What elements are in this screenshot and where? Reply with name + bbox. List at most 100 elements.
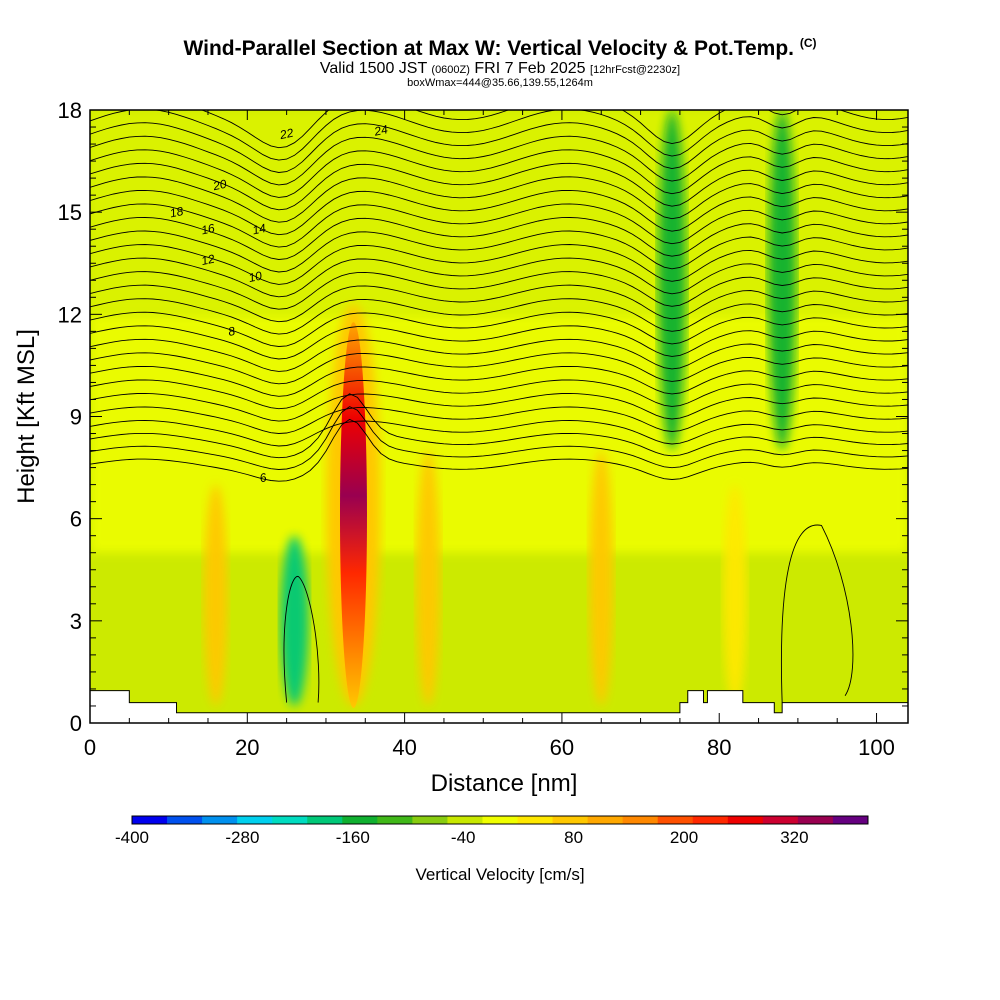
w-feature-7 [768,110,797,451]
theta-label-24: 24 [372,122,389,139]
w-feature-core-0 [339,322,367,708]
y-tick-label-6: 6 [70,507,82,532]
chart-subtitle: Valid 1500 JST (0600Z) FRI 7 Feb 2025 [1… [0,60,1000,78]
x-axis-label: Distance [nm] [431,770,578,797]
theta-line-21 [90,176,908,223]
theta-line-8 [90,352,908,385]
x-tick-label-80: 80 [707,735,731,760]
y-tick-label-0: 0 [70,711,82,736]
theta-label-22: 22 [278,126,295,143]
colorbar-swatch-7 [377,816,413,824]
colorbar-swatch-4 [272,816,308,824]
colorbar-swatch-18 [762,816,799,824]
colorbar-swatch-13 [587,816,624,824]
theta-line-13 [90,284,908,323]
y-tick-label-18: 18 [58,98,82,123]
colorbar-tick--40: -40 [451,828,476,847]
theta-label-text-9: 24 [372,122,389,139]
x-tick-label-40: 40 [392,735,416,760]
colorbar-frame [131,815,869,825]
colorbar-swatch-3 [237,816,273,824]
colorbar-tick--160: -160 [336,828,370,847]
theta-label-text-7: 20 [211,177,228,194]
theta-label-6: 6 [258,470,268,485]
velocity-field [90,110,908,723]
w-feature-1 [280,535,309,706]
copyright-mark: (C) [799,36,817,50]
theta-line-0 [90,418,908,482]
theta-line-17 [90,230,908,273]
theta-contours: 6 8 10 12 14 16 18 20 22 24 [90,110,908,703]
colorbar-swatch-16 [692,816,729,824]
theta-label-16: 16 [200,221,216,238]
theta-label-12: 12 [200,252,216,269]
theta-label-text-4: 14 [251,221,267,238]
colorbar-swatch-10 [482,816,519,824]
colorbar-tick--280: -280 [225,828,259,847]
y-axis-label: Height [Kft MSL] [13,329,40,504]
chart-title: Wind-Parallel Section at Max W: Vertical… [0,36,1000,61]
w-feature-4 [589,450,614,706]
theta-label-20: 20 [211,177,228,194]
theta-line-22 [90,162,908,211]
colorbar-swatch-5 [307,816,343,824]
theta-loop-1 [283,576,320,703]
theta-line-25 [90,122,908,173]
theta-line-4 [90,406,908,434]
theta-line-5 [90,392,908,422]
x-tick-label-0: 0 [84,735,96,760]
colorbar: -400 -280 -160 -40 80 200 320 Vertical Velocity… [115,815,869,884]
theta-label-8: 8 [227,324,237,339]
theta-label-18: 18 [169,204,185,221]
theta-line-26 [90,110,908,161]
colorbar-tick--400: -400 [115,828,149,847]
theta-label-10: 10 [247,269,263,286]
theta-line-23 [90,149,908,198]
theta-line-24 [90,135,908,186]
theta-line-19 [90,203,908,248]
theta-line-10 [90,325,908,360]
theta-label-text-3: 12 [200,252,216,269]
colorbar-swatch-0 [132,816,168,824]
colorbar-tick-80: 80 [564,828,583,847]
terrain [90,690,908,723]
colorbar-swatch-11 [517,816,554,824]
y-tick-label-15: 15 [58,200,82,225]
theta-line-11 [90,311,908,347]
theta-line-18 [90,217,908,260]
theta-line-14 [90,271,908,310]
theta-line-12 [90,298,908,335]
valid-time: Valid 1500 JST [319,60,427,77]
theta-loop-2 [780,524,854,703]
valid-date: FRI 7 Feb 2025 [474,60,586,77]
x-tick-label-100: 100 [858,735,895,760]
theta-label-text-6: 18 [169,204,185,221]
theta-label-text-1: 8 [227,324,237,339]
colorbar-swatch-17 [727,816,764,824]
theta-line-9 [90,338,908,372]
colorbar-swatch-2 [202,816,238,824]
colorbar-swatch-20 [832,816,869,824]
y-tick-label-3: 3 [70,609,82,634]
colorbar-swatch-8 [412,816,448,824]
theta-line-20 [90,189,908,236]
x-tick-label-20: 20 [235,735,259,760]
theta-line-15 [90,257,908,298]
theta-label-14: 14 [251,221,267,238]
colorbar-tick-200: 200 [670,828,698,847]
theta-line-27 [200,110,908,149]
theta-line-16 [90,244,908,285]
valid-utc: (0600Z) [431,64,470,76]
theta-label-text-2: 10 [247,269,263,286]
w-feature-3 [416,450,441,706]
colorbar-swatch-9 [447,816,483,824]
theta-label-text-0: 6 [258,470,268,485]
colorbar-swatch-19 [797,816,834,824]
theta-line-3 [90,420,908,447]
colorbar-swatch-14 [622,816,659,824]
theta-line-2 [90,393,908,459]
theta-label-text-8: 22 [278,126,295,143]
colorbar-label: Vertical Velocity [cm/s] [415,865,584,884]
x-tick-label-60: 60 [550,735,574,760]
